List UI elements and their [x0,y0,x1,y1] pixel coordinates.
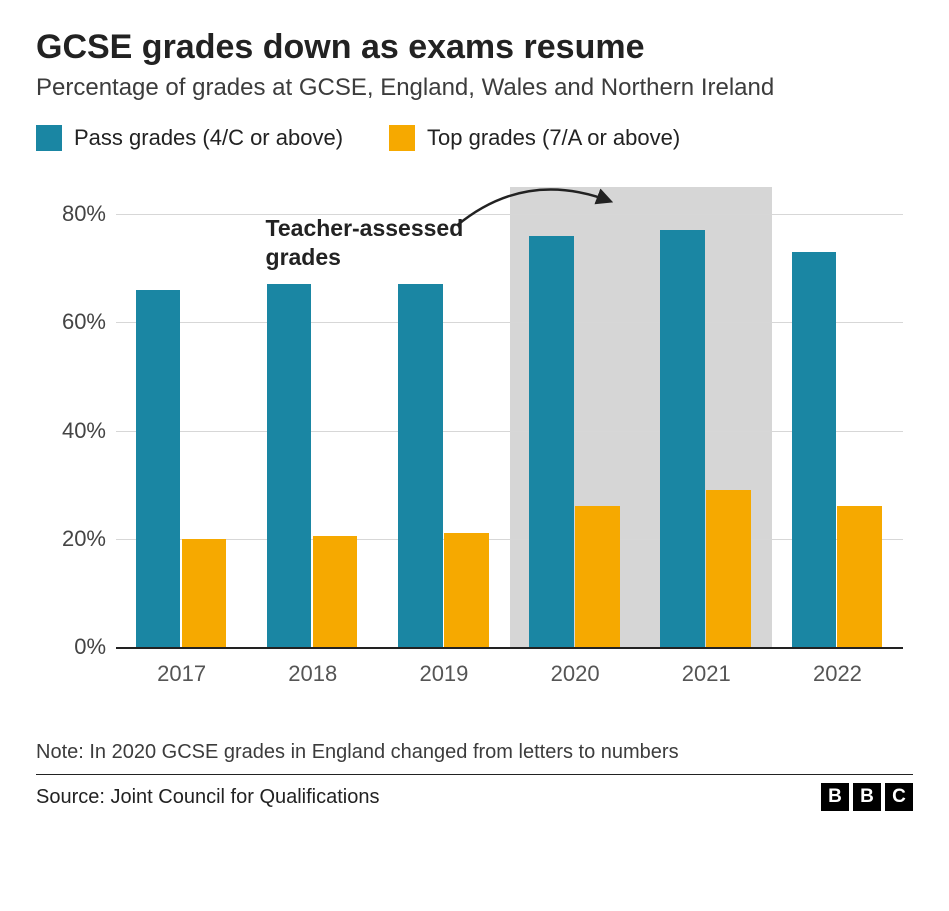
bar-top [706,490,751,647]
annotation-arrow-icon [447,169,620,233]
legend-label-pass: Pass grades (4/C or above) [74,125,343,151]
bar-top [837,506,882,647]
legend-item-top: Top grades (7/A or above) [389,125,680,151]
chart-note: Note: In 2020 GCSE grades in England cha… [36,741,913,764]
bar-pass [398,284,443,647]
legend-label-top: Top grades (7/A or above) [427,125,680,151]
gridline [116,647,903,649]
chart: 0%20%40%60%80%201720182019202020212022Te… [48,187,903,707]
annotation-label: Teacher-assessedgrades [266,214,464,272]
bar-top [182,539,227,647]
bbc-logo-letter: B [821,783,849,811]
legend-swatch-pass [36,125,62,151]
chart-footer: Source: Joint Council for Qualifications… [36,774,913,811]
chart-title: GCSE grades down as exams resume [36,28,913,67]
bar-pass [792,252,837,647]
bbc-logo-letter: B [853,783,881,811]
plot-area: 0%20%40%60%80%201720182019202020212022Te… [116,187,903,647]
y-tick-label: 20% [62,526,106,552]
bbc-logo-letter: C [885,783,913,811]
chart-source: Source: Joint Council for Qualifications [36,786,380,809]
y-tick-label: 0% [74,634,106,660]
y-tick-label: 40% [62,418,106,444]
bar-pass [660,230,705,647]
chart-subtitle: Percentage of grades at GCSE, England, W… [36,73,913,103]
bar-pass [136,290,181,647]
x-tick-label: 2020 [510,661,641,687]
x-tick-label: 2021 [641,661,772,687]
legend-swatch-top [389,125,415,151]
bbc-logo: B B C [821,783,913,811]
x-tick-label: 2019 [378,661,509,687]
bar-group: 2017 [116,187,247,647]
bar-pass [529,236,574,647]
bars-container: 201720182019202020212022 [116,187,903,647]
bar-top [313,536,358,647]
legend-item-pass: Pass grades (4/C or above) [36,125,343,151]
y-tick-label: 80% [62,201,106,227]
y-tick-label: 60% [62,309,106,335]
x-tick-label: 2017 [116,661,247,687]
bar-group: 2020 [510,187,641,647]
bar-top [444,533,489,647]
x-tick-label: 2018 [247,661,378,687]
bar-group: 2022 [772,187,903,647]
bar-pass [267,284,312,647]
bar-top [575,506,620,647]
legend: Pass grades (4/C or above) Top grades (7… [36,125,913,151]
x-tick-label: 2022 [772,661,903,687]
bar-group: 2021 [641,187,772,647]
